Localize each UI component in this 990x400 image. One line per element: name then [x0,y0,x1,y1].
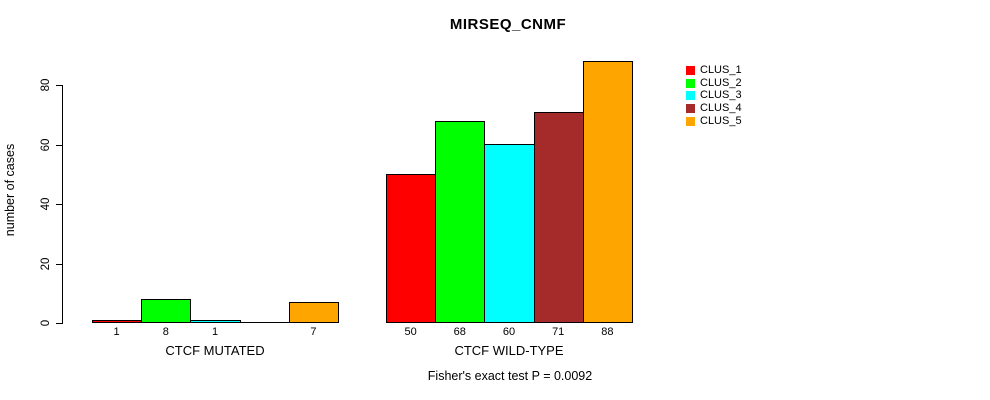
y-axis-tick [56,323,62,324]
chart-title: MIRSEQ_CNMF [449,16,567,33]
y-axis-tick [56,263,62,265]
legend-color-swatch [686,78,695,88]
legend-color-swatch [686,116,695,126]
bar-value-label: 68 [453,326,466,338]
y-axis-tick [56,204,62,205]
y-axis-line [62,85,63,324]
bar-clus_3 [190,320,241,323]
legend-item-label: CLUS_1 [700,64,742,76]
fisher-test-annotation: Fisher's exact test P = 0.0092 [427,369,593,383]
legend-color-swatch [686,66,695,75]
y-axis-tick-label: 40 [40,197,52,211]
y-axis-tick [56,144,62,146]
bar-value-label: 60 [502,326,516,338]
y-axis-tick-label: 20 [40,257,52,270]
legend-item-label: CLUS_5 [700,114,742,127]
y-axis-tick-label: 60 [40,138,52,151]
bar-clus_5 [288,302,339,323]
bar-clus_2 [141,299,192,323]
legend-item-label: CLUS_4 [700,102,742,115]
bar-value-label: 1 [211,326,219,338]
legend-color-swatch [686,91,695,101]
bar-value-label: 88 [601,326,614,338]
legend-item-label: CLUS_3 [700,89,742,102]
bar-clus_5 [582,61,633,323]
legend-color-swatch [686,104,695,114]
bar-value-label: 50 [404,326,417,338]
y-axis-tick-label: 0 [40,319,52,327]
y-axis-tick-label: 80 [40,78,52,92]
category-label: CTCF WILD-TYPE [454,343,564,358]
bar-clus_2 [435,121,486,323]
bar-value-label: 1 [113,326,120,338]
bar-value-label: 71 [552,326,565,338]
legend-item-label: CLUS_2 [700,76,742,89]
y-axis-label: number of cases [3,143,17,237]
bar-clus_4 [533,112,584,323]
category-label: CTCF MUTATED [165,343,265,358]
y-axis-tick [56,85,62,86]
bar-value-label: 7 [310,326,317,338]
bar-clus_1 [386,174,437,323]
bar-clus_1 [92,320,143,323]
bar-value-label: 8 [162,326,169,338]
bar-clus_3 [484,144,535,323]
